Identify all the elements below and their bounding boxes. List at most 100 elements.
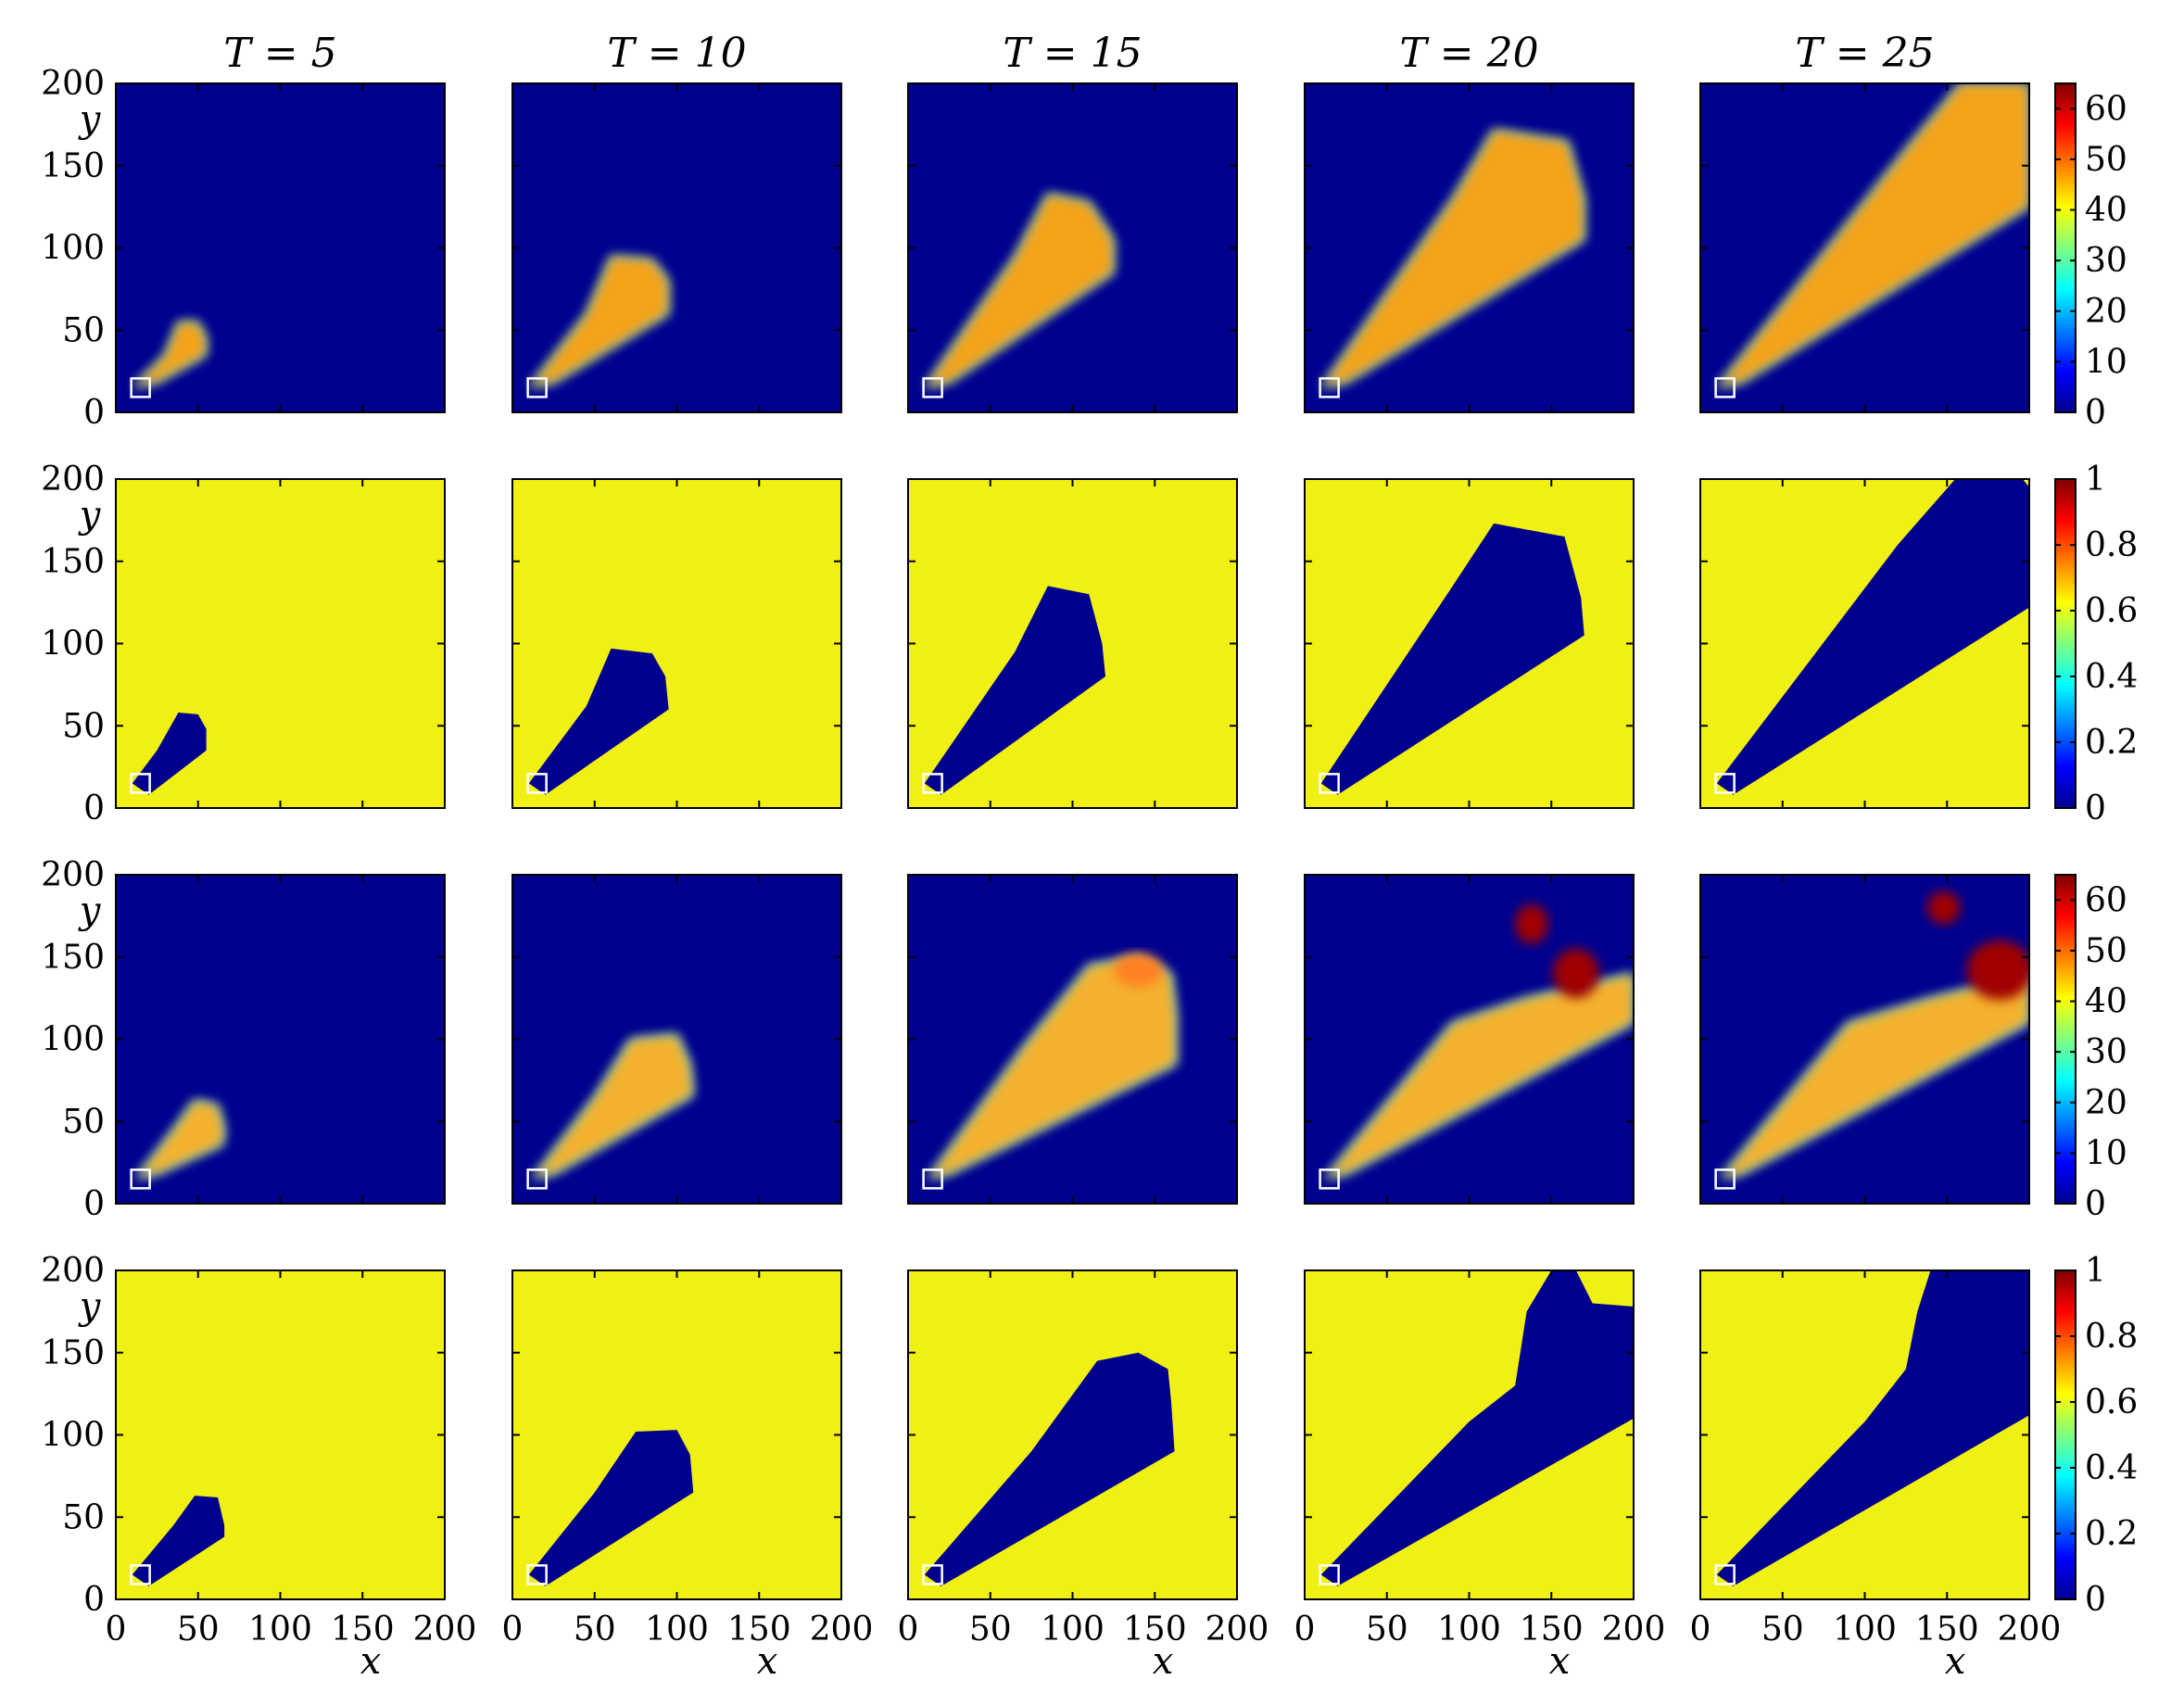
x-tick-label: 200 <box>1998 1610 2062 1648</box>
panel-plot-area <box>1319 1270 1634 1586</box>
colorbar-tick-label: 0.6 <box>2085 592 2138 630</box>
x-tick-label: 100 <box>1041 1610 1105 1648</box>
indicator-region <box>1320 523 1584 795</box>
source-marker <box>1319 1564 1340 1585</box>
y-tick-label: 100 <box>41 625 105 663</box>
field-region <box>135 1100 225 1180</box>
indicator-region <box>528 1430 694 1586</box>
indicator-region <box>1320 1270 1634 1586</box>
y-tick-label: 200 <box>41 856 105 894</box>
source-marker <box>1319 1168 1340 1190</box>
column-title: T = 20 <box>1399 30 1538 77</box>
y-tick-label: 100 <box>41 1417 105 1455</box>
hotspot <box>1553 948 1599 999</box>
y-axis-label: y <box>78 98 102 141</box>
y-tick-label: 50 <box>62 707 105 745</box>
x-axis-label: x <box>1153 1640 1174 1683</box>
colorbar: 0 10 20 30 40 50 60 <box>2054 874 2127 1223</box>
colorbar: 0 10 20 30 40 50 60 <box>2054 82 2127 432</box>
colorbar-gradient <box>2055 479 2076 808</box>
panel <box>1699 82 2030 413</box>
field-region <box>1716 83 2029 388</box>
panel <box>1699 874 2030 1205</box>
x-tick-label: 0 <box>1294 1610 1316 1648</box>
source-marker <box>1319 773 1340 794</box>
hotspot <box>1926 890 1961 925</box>
panel: 0 50 100 150 200 x <box>1294 1269 1666 1683</box>
field-region <box>528 256 669 388</box>
colorbar-tick-label: 0 <box>2085 394 2106 432</box>
panel-plot-area <box>1319 523 1584 795</box>
field-region <box>1324 973 1634 1180</box>
x-axis-label: x <box>757 1640 778 1683</box>
x-tick-label: 50 <box>1366 1610 1408 1648</box>
colorbar-tick-label: 50 <box>2085 141 2127 179</box>
source-marker <box>1714 1168 1736 1190</box>
colorbar-gradient <box>2055 875 2076 1204</box>
colorbars: 010203040506000.20.40.60.810102030405060… <box>2054 82 2138 1619</box>
source-marker <box>922 773 943 794</box>
field-region <box>928 956 1177 1180</box>
x-tick-label: 150 <box>727 1610 791 1648</box>
panel-plot-area <box>526 1430 694 1586</box>
y-tick-label: 200 <box>41 1252 105 1290</box>
x-tick-label: 100 <box>248 1610 312 1648</box>
panel-plot-area <box>1319 129 1584 398</box>
colorbar-tick-label: 0.2 <box>2085 1515 2138 1553</box>
y-tick-label: 0 <box>83 394 105 432</box>
x-tick-label: 100 <box>1437 1610 1501 1648</box>
x-tick-label: 100 <box>1833 1610 1897 1648</box>
panel-plot-area <box>130 1100 225 1190</box>
source-marker <box>1319 377 1340 398</box>
x-tick-label: 200 <box>413 1610 477 1648</box>
panel-grid: 050100150200y050100150200y050100150200y0… <box>41 65 2061 1683</box>
x-tick-label: 50 <box>177 1610 220 1648</box>
source-marker <box>130 773 151 794</box>
panel <box>511 874 842 1205</box>
x-tick-label: 150 <box>1520 1610 1584 1648</box>
panel-plot-area <box>922 193 1114 398</box>
colorbar-tick-label: 0.8 <box>2085 526 2138 564</box>
colorbar-tick-label: 30 <box>2085 242 2127 280</box>
source-marker <box>130 377 151 398</box>
column-title: T = 15 <box>1003 30 1142 77</box>
colorbar-tick-label: 0 <box>2085 1581 2106 1619</box>
x-tick-label: 150 <box>1915 1610 1979 1648</box>
colorbar-tick-label: 60 <box>2085 881 2127 919</box>
colorbar: 0 0.2 0.4 0.6 0.8 1 <box>2054 1252 2138 1619</box>
x-tick-label: 150 <box>331 1610 395 1648</box>
colorbar-tick-label: 30 <box>2085 1033 2127 1071</box>
panel-plot-area <box>130 1496 225 1586</box>
x-tick-label: 50 <box>969 1610 1012 1648</box>
panel <box>511 478 842 809</box>
source-marker <box>130 1168 151 1190</box>
colorbar-tick-label: 60 <box>2085 90 2127 128</box>
colorbar: 0 0.2 0.4 0.6 0.8 1 <box>2054 461 2138 827</box>
colorbar-frame <box>2054 874 2077 1205</box>
colorbar-tick-label: 0 <box>2085 789 2106 827</box>
y-tick-label: 0 <box>83 789 105 827</box>
x-tick-label: 200 <box>1602 1610 1666 1648</box>
y-axis-label: y <box>78 890 102 932</box>
x-tick-label: 0 <box>106 1610 127 1648</box>
x-tick-label: 100 <box>645 1610 709 1648</box>
panel <box>1304 478 1635 809</box>
colorbar-frame <box>2054 1269 2077 1600</box>
y-tick-label: 150 <box>41 939 105 977</box>
field-region <box>924 193 1114 388</box>
indicator-region <box>924 586 1105 795</box>
y-tick-label: 50 <box>62 1103 105 1141</box>
indicator-region <box>924 1352 1175 1586</box>
colorbar-frame <box>2054 478 2077 809</box>
indicator-region <box>1716 479 2029 795</box>
y-axis-label: y <box>78 494 102 537</box>
colorbar-tick-label: 10 <box>2085 343 2127 381</box>
x-tick-label: 0 <box>502 1610 524 1648</box>
colorbar-tick-label: 0.8 <box>2085 1318 2138 1356</box>
indicator-region <box>1716 1270 2029 1586</box>
field-region <box>132 322 207 388</box>
panel <box>511 82 842 413</box>
source-marker <box>526 1564 548 1585</box>
y-tick-label: 100 <box>41 1021 105 1059</box>
source-marker <box>922 1168 943 1190</box>
